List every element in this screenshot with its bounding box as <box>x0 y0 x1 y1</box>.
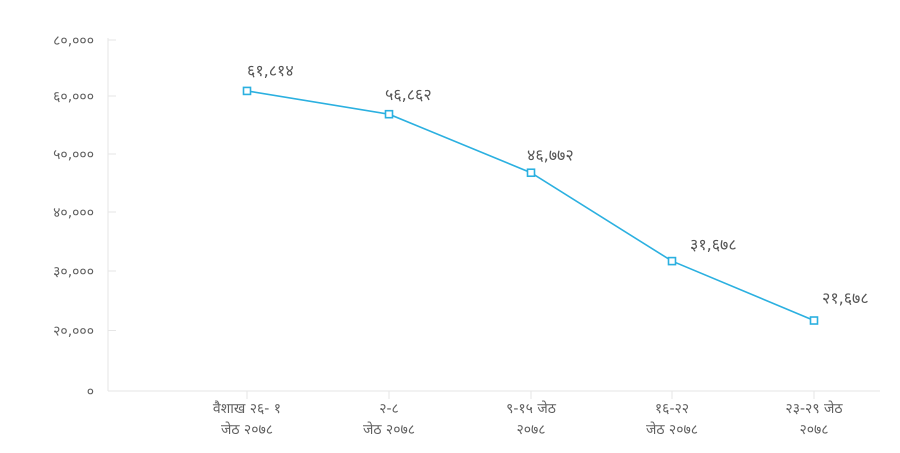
y-tick-label: २०,००० <box>53 324 94 340</box>
x-tick-label-line2: जेठ २०७८ <box>363 421 415 438</box>
x-tick-label-line1: वैशाख २६- १ <box>213 400 281 417</box>
x-tick-label-line1: १६-२२ <box>655 401 689 417</box>
data-point <box>526 168 536 178</box>
x-axis: वैशाख २६- १ जेठ २०७८ २-८ जेठ २०७८ ९-१५ जेठ २०… <box>108 390 880 438</box>
y-tick-label: ० <box>87 384 94 400</box>
data-point <box>667 256 677 266</box>
data-label: ५६,८६२ <box>385 85 432 104</box>
data-label: ३१,६७८ <box>690 235 737 254</box>
y-tick-label: ८०,००० <box>53 33 94 49</box>
data-point <box>242 86 252 96</box>
x-tick-label-line1: २-८ <box>379 401 399 417</box>
data-label: २१,६७८ <box>822 289 869 308</box>
y-tick-label: ६०,००० <box>53 89 94 105</box>
y-axis: ० २०,००० ३०,००० ४०,००० ५०,००० ६०,००० ८०,००० <box>53 33 116 400</box>
data-label: ६१,८१४ <box>247 61 294 80</box>
x-tick-label-line2: जेठ २०७८ <box>221 421 273 438</box>
data-point <box>809 316 819 325</box>
x-tick-label-line2: जेठ २०७८ <box>646 421 698 438</box>
y-tick-label: ३०,००० <box>53 264 94 280</box>
y-tick-label: ४०,००० <box>53 205 94 221</box>
data-point <box>384 109 394 119</box>
x-tick-label-line1: ९-१५ जेठ <box>506 400 557 417</box>
y-tick-label: ५०,००० <box>53 147 94 163</box>
series-line <box>246 90 815 322</box>
x-tick-label-line2: २०७८ <box>516 422 545 438</box>
plot-area: ६१,८१४ ५६,८६२ ४६,७७२ ३१,६७८ २१,६७८ <box>242 61 869 325</box>
data-label: ४६,७७२ <box>527 146 574 165</box>
x-tick-label-line2: २०७८ <box>799 422 828 438</box>
x-tick-label-line1: २३-२९ जेठ <box>785 400 843 417</box>
